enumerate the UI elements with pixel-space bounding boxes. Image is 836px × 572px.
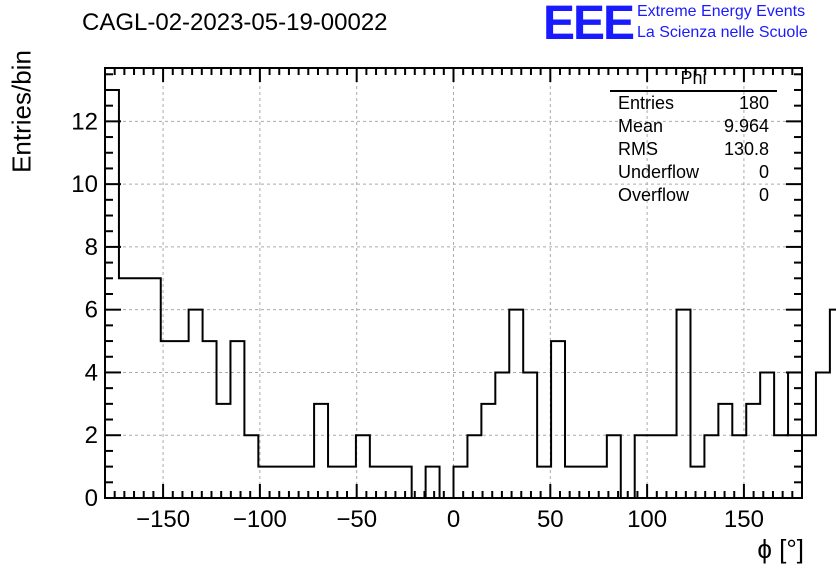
histogram-outline: [104, 88, 836, 499]
stats-row-overflow: Overflow 0: [610, 184, 777, 207]
x-tick-label: −50: [336, 506, 377, 533]
histogram-series: [104, 88, 836, 499]
logo-subtitle-1: Extreme Energy Events: [637, 3, 806, 20]
x-tick-label: −150: [136, 506, 190, 533]
x-tick-label: 150: [724, 506, 764, 533]
stats-value: 9.964: [723, 116, 769, 136]
stats-row-mean: Mean 9.964: [610, 115, 777, 138]
y-tick-label: 10: [71, 171, 98, 198]
logo-subtitle-2: La Scienza nelle Scuole: [637, 24, 808, 41]
axis-ticks: [105, 68, 802, 499]
stats-value: 0: [758, 162, 769, 182]
eee-logo: EEE: [543, 0, 635, 50]
stats-row-entries: Entries 180: [610, 92, 777, 115]
y-tick-label: 6: [85, 297, 98, 324]
stats-title: Phi: [610, 68, 777, 92]
stats-label: Entries: [618, 93, 675, 113]
run-title: CAGL-02-2023-05-19-00022: [82, 9, 388, 36]
y-tick-label: 0: [85, 485, 98, 512]
stats-label: Underflow: [618, 162, 700, 182]
stats-label: Mean: [618, 116, 664, 136]
x-tick-label: 50: [537, 506, 564, 533]
y-tick-label: 2: [85, 422, 98, 449]
axis-tick-labels: −150 −100 −50 0 50 100 150 0 2 4 6 8 10 12: [71, 108, 764, 533]
y-tick-label: 8: [85, 234, 98, 261]
stats-value: 130.8: [723, 139, 769, 159]
stats-label: Overflow: [618, 185, 690, 205]
x-axis-title: ϕ [°]: [757, 534, 804, 564]
grid-lines: [105, 68, 802, 498]
stats-box: Phi Entries 180 Mean 9.964 RMS 130.8 Und…: [610, 68, 777, 207]
stats-row-rms: RMS 130.8: [610, 138, 777, 161]
stats-value: 180: [738, 93, 769, 113]
x-tick-label: −100: [233, 506, 287, 533]
x-tick-label: 0: [447, 506, 460, 533]
stats-row-underflow: Underflow 0: [610, 161, 777, 184]
stats-label: RMS: [618, 139, 658, 159]
y-axis-title: Entries/bin: [6, 50, 37, 173]
y-tick-label: 4: [85, 359, 98, 386]
y-tick-label: 12: [71, 108, 98, 135]
stats-value: 0: [758, 185, 769, 205]
x-tick-label: 100: [627, 506, 667, 533]
